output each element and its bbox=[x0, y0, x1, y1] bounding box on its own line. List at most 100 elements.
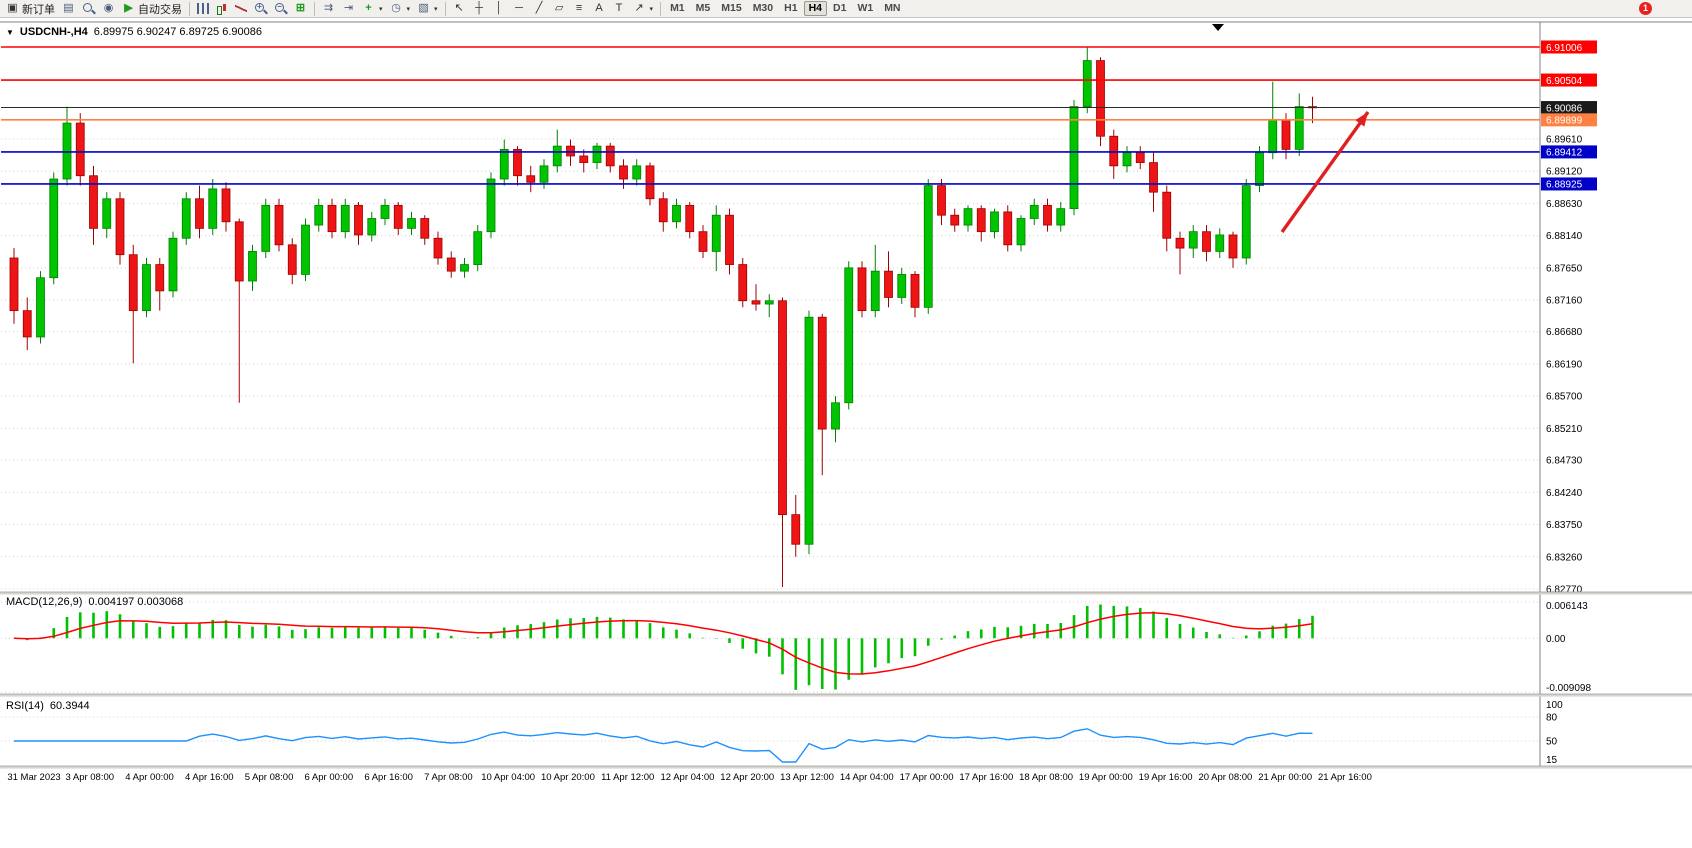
chart-ohlc-values: 6.89975 6.90247 6.89725 6.90086 bbox=[93, 26, 262, 38]
chart-canvas[interactable]: 6.89610 6.89120 6.88630 6.88140 6.87650 6.871… bbox=[0, 18, 1692, 848]
price-axis-label: 6.85700 bbox=[1546, 392, 1583, 403]
fibonacci-icon: ≡ bbox=[575, 2, 583, 14]
cursor-button[interactable]: ↖ bbox=[450, 1, 469, 17]
time-axis-label: 7 Apr 08:00 bbox=[424, 772, 473, 783]
print-button[interactable]: ▤ bbox=[59, 1, 78, 17]
rsi-axis-label: 80 bbox=[1546, 713, 1558, 724]
price-tag-value: 6.91006 bbox=[1546, 43, 1583, 54]
chevron-down-icon: ▾ bbox=[649, 5, 654, 13]
templates-button[interactable]: ▧ ▾ bbox=[414, 1, 441, 17]
zoom-in-button[interactable]: + bbox=[251, 1, 270, 17]
toolbar-separator bbox=[314, 1, 315, 16]
price-axis-label: 6.86680 bbox=[1546, 327, 1583, 338]
macd-axis-label: 0.00 bbox=[1546, 634, 1566, 645]
bar-chart-icon bbox=[197, 3, 209, 14]
time-axis-label: 4 Apr 00:00 bbox=[125, 772, 174, 783]
chart-shift-button[interactable]: ⇥ bbox=[339, 1, 358, 17]
time-axis-label: 17 Apr 16:00 bbox=[959, 772, 1013, 783]
price-axis-label: 6.85210 bbox=[1546, 424, 1583, 435]
time-axis-label: 12 Apr 20:00 bbox=[720, 772, 774, 783]
price-tags bbox=[1541, 40, 1597, 191]
timeframe-button-m15[interactable]: M15 bbox=[716, 1, 746, 16]
rsi-axis-label: 15 bbox=[1546, 755, 1558, 766]
price-axis-label: 6.82770 bbox=[1546, 585, 1583, 596]
candlestick-chart-icon bbox=[216, 3, 228, 15]
horizontal-lines[interactable] bbox=[1, 46, 1540, 185]
zoom-out-button[interactable]: − bbox=[271, 1, 290, 17]
rsi-indicator-value: 60.3944 bbox=[49, 700, 90, 712]
horizontal-line-button[interactable]: ─ bbox=[510, 1, 529, 17]
timeframe-button-mn[interactable]: MN bbox=[879, 1, 905, 16]
snapshot-button[interactable]: ◉ bbox=[99, 1, 118, 17]
text-label-button[interactable]: T bbox=[610, 1, 629, 17]
price-tag-value: 6.89412 bbox=[1546, 148, 1583, 159]
text-button[interactable]: A bbox=[590, 1, 609, 17]
zoom-in-icon: + bbox=[254, 2, 267, 15]
price-axis-label: 6.86190 bbox=[1546, 359, 1583, 370]
tile-windows-button[interactable]: ⊞ bbox=[291, 1, 310, 17]
arrow-objects-icon: ↗ bbox=[634, 2, 644, 14]
new-order-button[interactable]: ▣ 新订单 bbox=[3, 1, 58, 17]
timeframe-button-h4[interactable]: H4 bbox=[803, 1, 827, 16]
timeframe-button-m5[interactable]: M5 bbox=[691, 1, 716, 16]
crosshair-icon: ┼ bbox=[475, 2, 483, 14]
rsi-axis-label: 100 bbox=[1546, 700, 1563, 711]
trend-arrow-annotation[interactable] bbox=[1280, 111, 1370, 233]
autoscroll-icon: ⇉ bbox=[323, 2, 334, 14]
time-axis-label: 3 Apr 08:00 bbox=[65, 772, 114, 783]
fibonacci-button[interactable]: ≡ bbox=[570, 1, 589, 17]
chevron-down-icon: ▾ bbox=[434, 5, 438, 13]
price-axis-label: 6.88630 bbox=[1546, 199, 1583, 210]
candles-mode-button[interactable] bbox=[213, 1, 231, 17]
macd-axis-label: 0.006143 bbox=[1546, 601, 1588, 612]
vertical-line-button[interactable]: │ bbox=[490, 1, 509, 17]
time-axis-label: 5 Apr 08:00 bbox=[245, 772, 294, 783]
timeframe-button-w1[interactable]: W1 bbox=[852, 1, 878, 16]
chart-window: 6.89610 6.89120 6.88630 6.88140 6.87650 6.871… bbox=[0, 18, 1692, 848]
autotrade-button[interactable]: ▶ 自动交易 bbox=[119, 1, 185, 17]
trendline-button[interactable]: ╱ bbox=[530, 1, 549, 17]
time-axis-label: 17 Apr 00:00 bbox=[900, 772, 954, 783]
equidistant-channel-icon: ▱ bbox=[554, 2, 564, 14]
price-tag-value: 6.90504 bbox=[1546, 76, 1583, 87]
timeframe-button-m30[interactable]: M30 bbox=[748, 1, 778, 16]
macd-histogram bbox=[25, 604, 1314, 690]
time-axis-label: 4 Apr 16:00 bbox=[185, 772, 234, 783]
chart-shift-marker[interactable] bbox=[1212, 24, 1224, 31]
chart-symbol-period: USDCNH-,H4 bbox=[19, 26, 88, 38]
price-axis-label: 6.84730 bbox=[1546, 456, 1583, 467]
timeframe-button-h1[interactable]: H1 bbox=[779, 1, 802, 16]
crosshair-button[interactable]: ┼ bbox=[470, 1, 489, 17]
channel-button[interactable]: ▱ bbox=[550, 1, 569, 17]
template-icon: ▧ bbox=[418, 2, 429, 14]
price-tag-value: 6.90086 bbox=[1546, 103, 1583, 114]
timeframe-button-m1[interactable]: M1 bbox=[665, 1, 690, 16]
line-mode-button[interactable] bbox=[232, 1, 250, 17]
clock-icon: ◷ bbox=[391, 2, 401, 14]
print-preview-button[interactable] bbox=[79, 1, 98, 17]
snapshot-icon: ◉ bbox=[103, 2, 114, 14]
rsi-label-overlay: RSI(14) 60.3944 bbox=[6, 700, 90, 712]
time-axis-label: 31 Mar 2023 bbox=[7, 772, 60, 783]
time-axis-label: 18 Apr 08:00 bbox=[1019, 772, 1073, 783]
chevron-down-icon: ▾ bbox=[379, 5, 383, 13]
new-order-label: 新订单 bbox=[22, 3, 55, 16]
text-icon: A bbox=[595, 2, 603, 14]
arrows-button[interactable]: ↗ ▾ bbox=[630, 1, 657, 17]
macd-indicator-values: 0.004197 0.003068 bbox=[88, 596, 184, 608]
autoscroll-button[interactable]: ⇉ bbox=[319, 1, 338, 17]
time-axis-label: 6 Apr 16:00 bbox=[364, 772, 413, 783]
indicators-button[interactable]: + ▾ bbox=[359, 1, 386, 17]
macd-signal-line bbox=[13, 612, 1313, 675]
time-axis-label: 13 Apr 12:00 bbox=[780, 772, 834, 783]
zoom-out-icon: − bbox=[274, 2, 287, 15]
autotrade-play-icon: ▶ bbox=[124, 2, 133, 14]
price-axis-label: 6.89610 bbox=[1546, 134, 1583, 145]
notification-badge[interactable]: 1 bbox=[1639, 2, 1652, 15]
autotrade-label: 自动交易 bbox=[138, 3, 182, 16]
bars-mode-button[interactable] bbox=[194, 1, 212, 17]
timeframe-button-d1[interactable]: D1 bbox=[828, 1, 851, 16]
time-axis-label: 21 Apr 00:00 bbox=[1258, 772, 1312, 783]
periods-button[interactable]: ◷ ▾ bbox=[387, 1, 414, 17]
macd-axis-label: -0.009098 bbox=[1546, 683, 1591, 694]
